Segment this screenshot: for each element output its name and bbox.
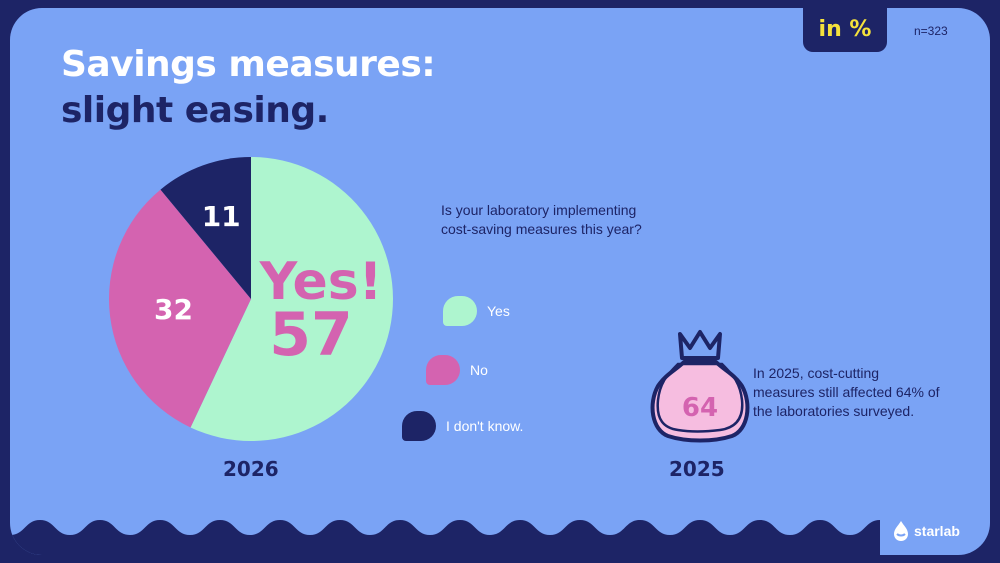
legend-swatch-no	[426, 355, 460, 385]
starlab-logo-icon	[894, 521, 908, 541]
title-line-1: Savings measures:	[61, 44, 436, 85]
legend-label-yes: Yes	[487, 303, 510, 319]
unit-badge: in %	[803, 8, 887, 52]
legend-item-dont-know: I don't know.	[402, 411, 523, 441]
wave-border	[10, 520, 880, 555]
comparison-value: 64	[682, 393, 718, 423]
brand-logo: starlab	[892, 520, 960, 542]
sample-size: n=323	[914, 24, 948, 38]
comparison-note: In 2025, cost-cutting measures still aff…	[753, 365, 940, 419]
legend-swatch-dont-know	[402, 411, 436, 441]
pie-slice-yes	[190, 157, 393, 441]
money-bag-icon: 64	[650, 324, 750, 444]
pie-value-no: 32	[154, 293, 193, 326]
infographic-card: Savings measures: slight easing. in % n=…	[10, 8, 990, 555]
year-label-2025: 2025	[669, 457, 725, 481]
legend-swatch-yes	[443, 296, 477, 326]
year-label-2026: 2026	[223, 457, 279, 481]
pie-callout-yes: Yes!	[259, 252, 383, 312]
brand-name: starlab	[914, 523, 960, 539]
pie-slice-no	[109, 189, 251, 428]
title-line-2: slight easing.	[61, 90, 329, 131]
page-title: Savings measures: slight easing.	[61, 42, 436, 134]
legend-item-yes: Yes	[443, 296, 510, 326]
pie-value-dont-know: 11	[202, 200, 241, 233]
legend-item-no: No	[426, 355, 488, 385]
pie-slice-dont-know	[160, 157, 251, 299]
pie-value-yes: 57	[269, 300, 353, 370]
pie-chart: Yes!57 32 11	[10, 157, 880, 555]
survey-question: Is your laboratory implementing cost-sav…	[441, 202, 642, 237]
legend-label-dont-know: I don't know.	[446, 418, 524, 434]
legend-label-no: No	[470, 362, 488, 378]
